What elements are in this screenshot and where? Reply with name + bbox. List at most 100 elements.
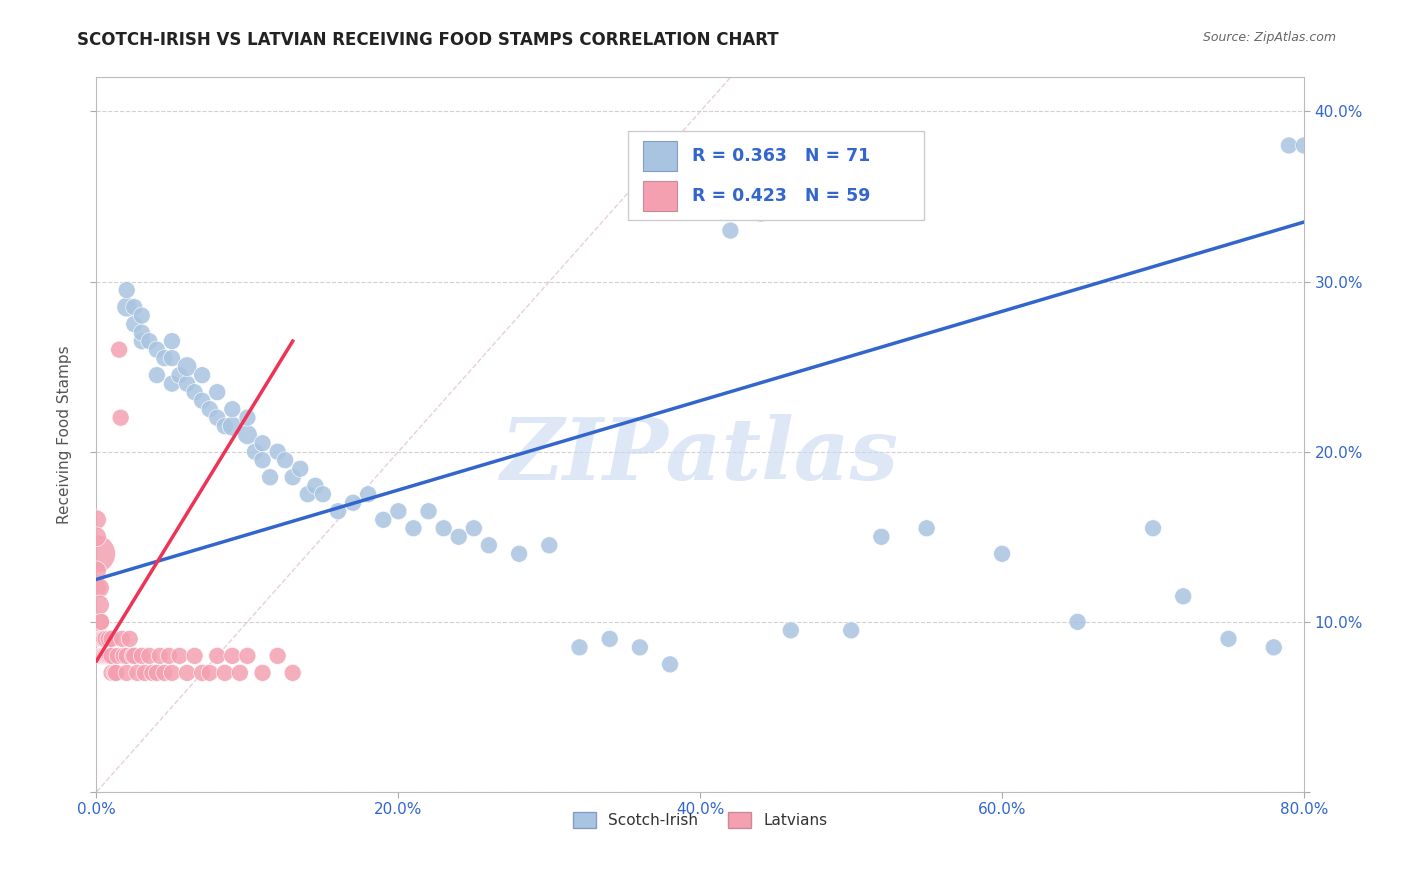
- Point: [749, 206, 772, 220]
- Point: [98, 648, 121, 663]
- Point: [86, 547, 108, 561]
- Point: [538, 538, 561, 552]
- Point: [93, 632, 115, 646]
- Point: [1173, 590, 1195, 604]
- Point: [122, 648, 145, 663]
- Point: [191, 665, 214, 680]
- Point: [915, 521, 938, 535]
- Point: [127, 665, 149, 680]
- Point: [176, 359, 198, 374]
- Point: [94, 648, 117, 663]
- Point: [141, 665, 163, 680]
- Point: [86, 513, 108, 527]
- Point: [100, 648, 122, 663]
- Point: [214, 419, 236, 434]
- Point: [134, 665, 156, 680]
- Point: [149, 648, 172, 663]
- Text: R = 0.423   N = 59: R = 0.423 N = 59: [692, 187, 870, 205]
- Point: [259, 470, 281, 484]
- Point: [160, 334, 183, 348]
- Point: [86, 564, 108, 578]
- Point: [1066, 615, 1088, 629]
- Text: R = 0.363   N = 71: R = 0.363 N = 71: [692, 147, 870, 165]
- Point: [108, 343, 131, 357]
- Point: [97, 632, 120, 646]
- Point: [122, 300, 145, 314]
- Point: [107, 648, 129, 663]
- Point: [160, 665, 183, 680]
- Point: [146, 343, 169, 357]
- Point: [373, 513, 395, 527]
- Point: [138, 648, 160, 663]
- Point: [991, 547, 1014, 561]
- Point: [198, 665, 221, 680]
- Point: [105, 665, 128, 680]
- Point: [236, 648, 259, 663]
- Point: [112, 648, 135, 663]
- Y-axis label: Receiving Food Stamps: Receiving Food Stamps: [58, 345, 72, 524]
- Point: [266, 444, 288, 458]
- Point: [274, 453, 297, 467]
- Point: [1278, 138, 1301, 153]
- Point: [266, 648, 288, 663]
- Point: [157, 648, 180, 663]
- Point: [191, 393, 214, 408]
- Point: [402, 521, 425, 535]
- Legend: Scotch-Irish, Latvians: Scotch-Irish, Latvians: [567, 806, 834, 834]
- Point: [281, 665, 304, 680]
- Point: [97, 648, 120, 663]
- Point: [304, 479, 326, 493]
- Point: [96, 648, 118, 663]
- Point: [89, 581, 111, 595]
- Point: [1218, 632, 1240, 646]
- Point: [100, 665, 122, 680]
- Point: [131, 326, 153, 340]
- Text: Source: ZipAtlas.com: Source: ZipAtlas.com: [1202, 31, 1336, 45]
- Text: SCOTCH-IRISH VS LATVIAN RECEIVING FOOD STAMPS CORRELATION CHART: SCOTCH-IRISH VS LATVIAN RECEIVING FOOD S…: [77, 31, 779, 49]
- Point: [229, 665, 252, 680]
- Point: [221, 419, 243, 434]
- Point: [191, 368, 214, 383]
- Point: [312, 487, 335, 501]
- Point: [326, 504, 349, 518]
- Point: [90, 632, 112, 646]
- Point: [100, 632, 122, 646]
- Point: [160, 351, 183, 366]
- Point: [131, 309, 153, 323]
- Point: [169, 648, 191, 663]
- Bar: [644, 181, 678, 211]
- Point: [236, 427, 259, 442]
- Point: [357, 487, 380, 501]
- Point: [568, 640, 591, 655]
- Point: [447, 530, 470, 544]
- Point: [183, 648, 205, 663]
- Point: [110, 410, 132, 425]
- Point: [839, 624, 862, 638]
- Point: [252, 436, 274, 450]
- Point: [1292, 138, 1315, 153]
- Point: [221, 648, 243, 663]
- Point: [236, 410, 259, 425]
- Point: [160, 376, 183, 391]
- Point: [207, 648, 229, 663]
- Point: [138, 334, 160, 348]
- Point: [153, 665, 176, 680]
- Point: [90, 615, 112, 629]
- Point: [252, 453, 274, 467]
- Point: [508, 547, 530, 561]
- Point: [131, 334, 153, 348]
- Point: [207, 385, 229, 400]
- Point: [433, 521, 456, 535]
- Point: [689, 138, 711, 153]
- Point: [115, 283, 138, 297]
- Point: [207, 410, 229, 425]
- Point: [86, 581, 108, 595]
- Point: [599, 632, 621, 646]
- Point: [115, 665, 138, 680]
- Point: [169, 368, 191, 383]
- Point: [118, 632, 141, 646]
- Point: [104, 665, 127, 680]
- Point: [342, 496, 364, 510]
- Point: [121, 648, 143, 663]
- Point: [290, 461, 312, 475]
